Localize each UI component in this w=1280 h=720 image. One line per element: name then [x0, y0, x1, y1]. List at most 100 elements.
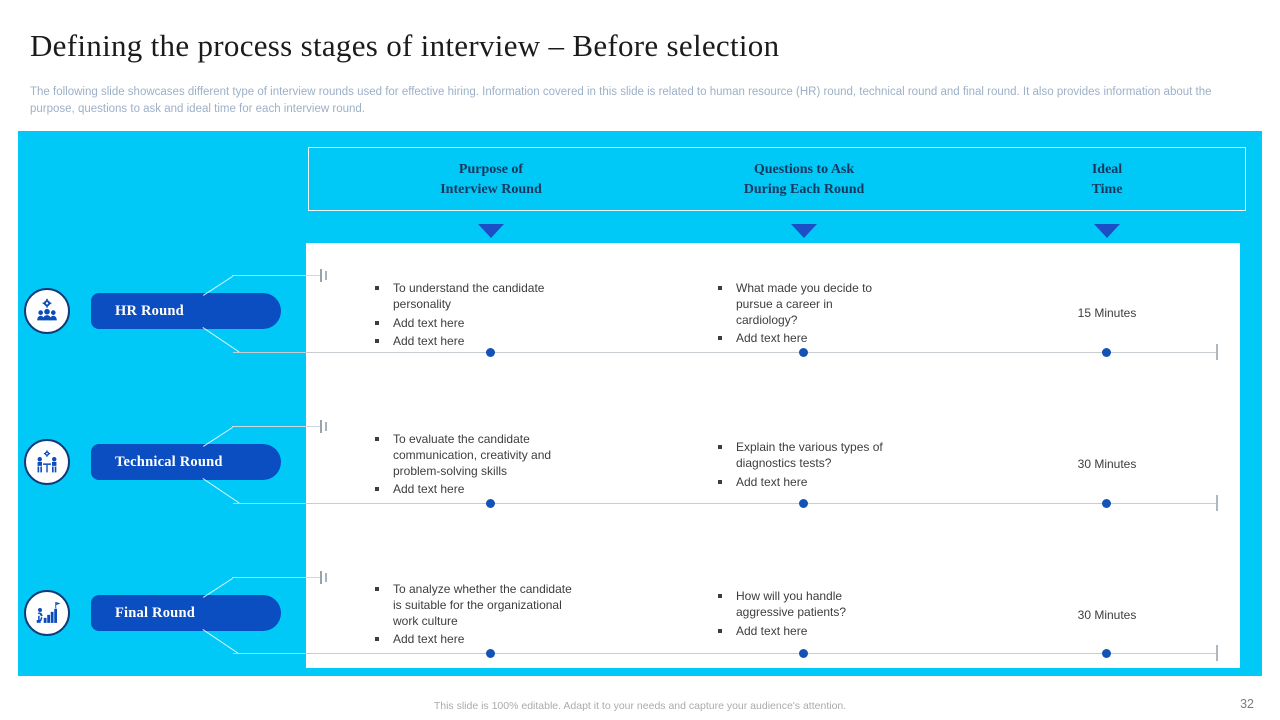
list-item: Explain the various types of diagnostics… [718, 440, 886, 472]
round-label: Final Round [115, 604, 195, 621]
team-gear-icon [33, 297, 61, 325]
questions-list: What made you decide to pursue a career … [718, 281, 886, 350]
column-header-questions: Questions to Ask During Each Round [654, 160, 954, 200]
hr-round-badge [24, 288, 70, 334]
chevron-down-icon [478, 224, 504, 238]
list-item-text: How will you handle aggressive patients? [736, 589, 847, 619]
list-item-text: Add text here [736, 474, 808, 489]
row-separator-line [233, 503, 1217, 505]
bullet-square-icon [375, 286, 379, 290]
column-header-line: Ideal [1091, 162, 1123, 177]
chevron-down-icon [791, 224, 817, 238]
bullet-square-icon [375, 320, 379, 325]
table-header-band [308, 147, 1246, 211]
footer-note: This slide is 100% editable. Adapt it to… [433, 700, 847, 712]
technical-round-pill: Technical Round [91, 444, 281, 480]
connector-tick [320, 571, 322, 584]
column-header-purpose: Purpose of Interview Round [341, 160, 641, 200]
bullet-square-icon [375, 587, 379, 591]
career-growth-icon [33, 599, 61, 627]
list-item: To evaluate the candidate communication,… [375, 432, 575, 479]
timeline-dot [486, 499, 495, 508]
list-item: Add text here [375, 632, 575, 648]
connector-line [232, 426, 320, 428]
timeline-dot [486, 649, 495, 658]
bullet-square-icon [718, 628, 722, 633]
ideal-time-value: 30 Minutes [1077, 457, 1137, 471]
chevron-down-icon [1094, 224, 1120, 238]
column-header-line: During Each Round [743, 182, 865, 197]
bullet-square-icon [718, 336, 722, 341]
ideal-time-value: 15 Minutes [1077, 306, 1137, 320]
line-end-tick [1216, 495, 1218, 511]
connector-line [232, 275, 320, 277]
slide-description: The following slide showcases different … [30, 86, 1212, 116]
list-item-text: Add text here [393, 632, 465, 647]
column-header-line: Interview Round [440, 182, 542, 197]
bullet-square-icon [375, 437, 379, 441]
list-item: Add text here [718, 475, 886, 491]
timeline-dot [799, 649, 808, 658]
timeline-dot [486, 348, 495, 357]
timeline-dot [1102, 348, 1111, 357]
list-item: To understand the candidate personality [375, 281, 575, 313]
timeline-dot [1102, 499, 1111, 508]
connector-tick [325, 422, 327, 431]
list-item-text: Add text here [736, 331, 808, 346]
page-title: Defining the process stages of interview… [30, 28, 780, 63]
connector-tick [320, 269, 322, 282]
line-end-tick [1216, 645, 1218, 661]
list-item: To analyze whether the candidate is suit… [375, 582, 575, 629]
connector-tick [325, 573, 327, 582]
line-end-tick [1216, 344, 1218, 360]
bullet-square-icon [718, 445, 722, 449]
questions-list: Explain the various types of diagnostics… [718, 440, 886, 493]
purpose-list: To understand the candidate personality … [375, 281, 575, 353]
list-item-text: To analyze whether the candidate is suit… [393, 582, 572, 628]
list-item: What made you decide to pursue a career … [718, 281, 886, 328]
round-label: Technical Round [115, 453, 223, 470]
list-item: Add text here [375, 482, 575, 498]
row-separator-line [233, 653, 1217, 655]
page-number: 32 [1240, 697, 1254, 711]
column-header-line: Purpose of [458, 162, 524, 177]
final-round-pill: Final Round [91, 595, 281, 631]
connector-tick [325, 271, 327, 280]
list-item-text: Add text here [393, 482, 465, 497]
round-label: HR Round [115, 302, 184, 319]
technical-round-badge [24, 439, 70, 485]
list-item-text: Add text here [393, 334, 465, 349]
hr-round-pill: HR Round [91, 293, 281, 329]
timeline-dot [1102, 649, 1111, 658]
column-header-time: Ideal Time [957, 160, 1257, 200]
list-item: Add text here [375, 334, 575, 350]
interview-discussion-icon [33, 448, 61, 476]
purpose-list: To analyze whether the candidate is suit… [375, 582, 575, 651]
list-item-text: To understand the candidate personality [393, 281, 545, 311]
timeline-dot [799, 499, 808, 508]
list-item: Add text here [718, 331, 886, 347]
list-item-text: To evaluate the candidate communication,… [393, 432, 552, 478]
final-round-badge [24, 590, 70, 636]
column-header-line: Time [1091, 182, 1123, 197]
list-item: Add text here [375, 316, 575, 332]
connector-line [232, 577, 320, 579]
list-item-text: Add text here [393, 315, 465, 330]
list-item: How will you handle aggressive patients? [718, 589, 886, 621]
row-separator-line [233, 352, 1217, 354]
bullet-square-icon [375, 637, 379, 642]
bullet-square-icon [718, 479, 722, 484]
list-item-text: Add text here [736, 623, 808, 638]
bullet-square-icon [718, 286, 722, 290]
content-white-panel [306, 243, 1240, 668]
list-item-text: What made you decide to pursue a career … [736, 281, 873, 327]
connector-tick [320, 420, 322, 433]
ideal-time-value: 30 Minutes [1077, 608, 1137, 622]
bullet-square-icon [375, 487, 379, 492]
bullet-square-icon [375, 339, 379, 344]
column-header-line: Questions to Ask [753, 162, 855, 177]
bullet-square-icon [718, 594, 722, 598]
list-item-text: Explain the various types of diagnostics… [736, 440, 883, 470]
list-item: Add text here [718, 624, 886, 640]
